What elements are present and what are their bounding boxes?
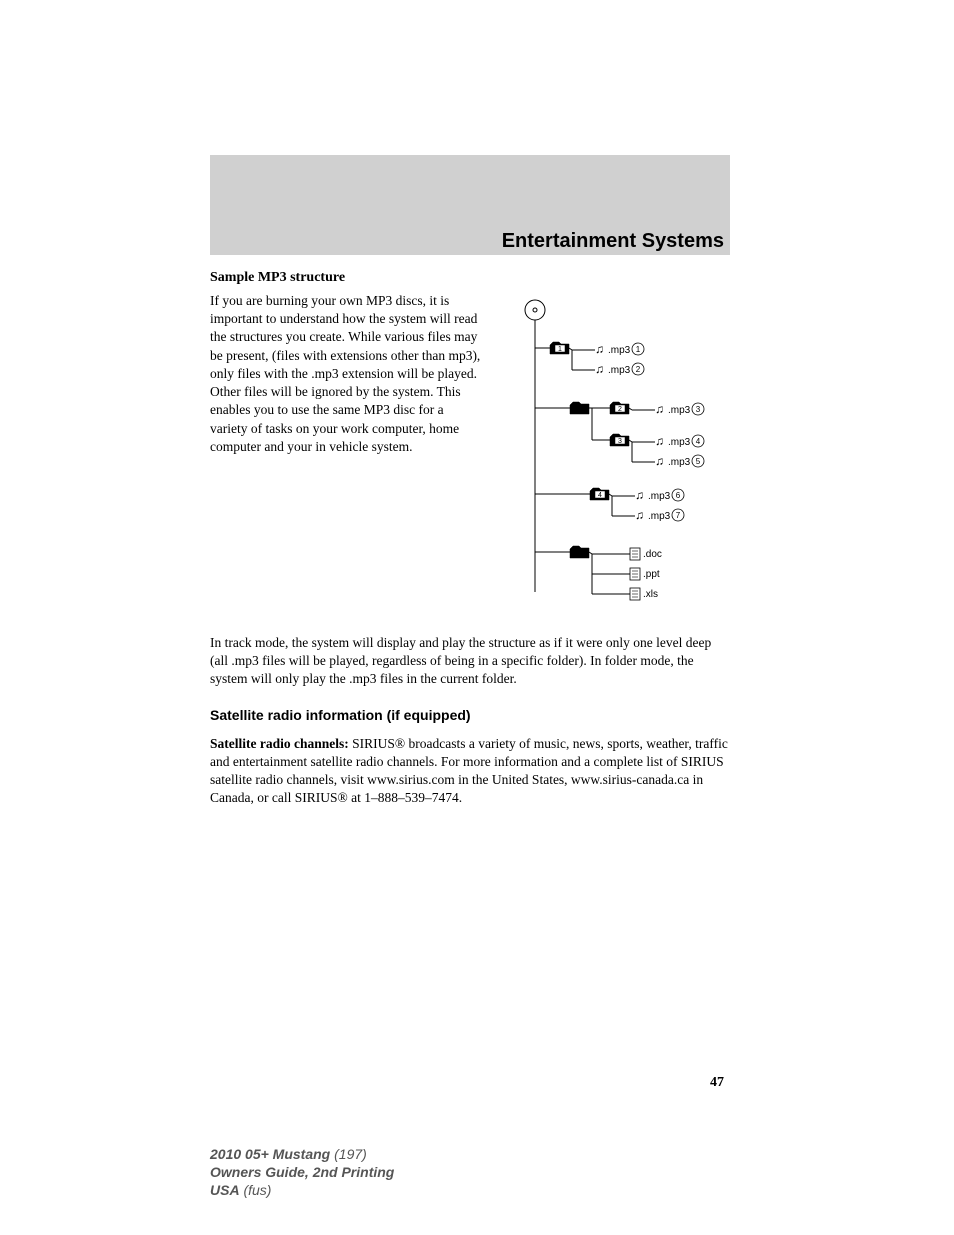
section1-para2: In track mode, the system will display a… [210, 634, 730, 689]
footer-line1: 2010 05+ Mustang (197) [210, 1145, 394, 1163]
section2-lead: Satellite radio channels: [210, 736, 349, 751]
page-title: Entertainment Systems [502, 230, 724, 253]
svg-text:5: 5 [696, 457, 701, 466]
svg-text:.mp3: .mp3 [648, 511, 671, 522]
footer-l1-bold: 2010 05+ Mustang [210, 1146, 330, 1162]
section1-heading: Sample MP3 structure [210, 270, 730, 286]
footer-l2-bold: Owners Guide, 2nd Printing [210, 1164, 394, 1180]
mp3-tree-diagram: 1 ♫ .mp3 1 ♫ .mp3 2 2 ♫ .mp3 3 3 ♫ .mp3 4 ♫ .mp3 5 4 ♫ .mp3 6… [500, 292, 730, 622]
svg-text:2: 2 [618, 406, 622, 413]
svg-text:♫: ♫ [655, 434, 664, 448]
svg-text:1: 1 [558, 346, 562, 353]
svg-text:.mp3: .mp3 [668, 457, 691, 468]
svg-text:.mp3: .mp3 [668, 405, 691, 416]
footer-l3-bold: USA [210, 1182, 240, 1198]
two-column-row: If you are burning your own MP3 discs, i… [210, 292, 730, 622]
svg-text:.mp3: .mp3 [668, 437, 691, 448]
section2-body: Satellite radio channels: SIRIUS® broadc… [210, 735, 730, 808]
section1-para1: If you are burning your own MP3 discs, i… [210, 292, 484, 622]
footer-block: 2010 05+ Mustang (197) Owners Guide, 2nd… [210, 1145, 394, 1200]
svg-text:.mp3: .mp3 [648, 491, 671, 502]
svg-text:.xls: .xls [643, 589, 658, 600]
svg-text:.mp3: .mp3 [608, 345, 631, 356]
svg-text:♫: ♫ [655, 454, 664, 468]
svg-text:6: 6 [676, 491, 681, 500]
svg-text:♫: ♫ [635, 488, 644, 502]
svg-text:.ppt: .ppt [643, 569, 660, 580]
svg-text:3: 3 [618, 438, 622, 445]
svg-text:♫: ♫ [595, 342, 604, 356]
svg-text:3: 3 [696, 405, 701, 414]
page-number: 47 [710, 1075, 724, 1091]
svg-text:♫: ♫ [595, 362, 604, 376]
footer-l1-italic: (197) [330, 1146, 367, 1162]
svg-text:.mp3: .mp3 [608, 365, 631, 376]
footer-l3-italic: (fus) [240, 1182, 272, 1198]
svg-text:♫: ♫ [655, 402, 664, 416]
svg-text:♫: ♫ [635, 508, 644, 522]
svg-text:1: 1 [636, 345, 641, 354]
svg-text:2: 2 [636, 365, 641, 374]
svg-text:7: 7 [676, 511, 681, 520]
svg-text:.doc: .doc [643, 549, 662, 560]
footer-line2: Owners Guide, 2nd Printing [210, 1163, 394, 1181]
svg-text:4: 4 [696, 437, 701, 446]
section2-heading: Satellite radio information (if equipped… [210, 707, 730, 723]
page-content: Sample MP3 structure If you are burning … [210, 270, 730, 808]
svg-text:4: 4 [598, 492, 602, 499]
footer-line3: USA (fus) [210, 1181, 394, 1199]
